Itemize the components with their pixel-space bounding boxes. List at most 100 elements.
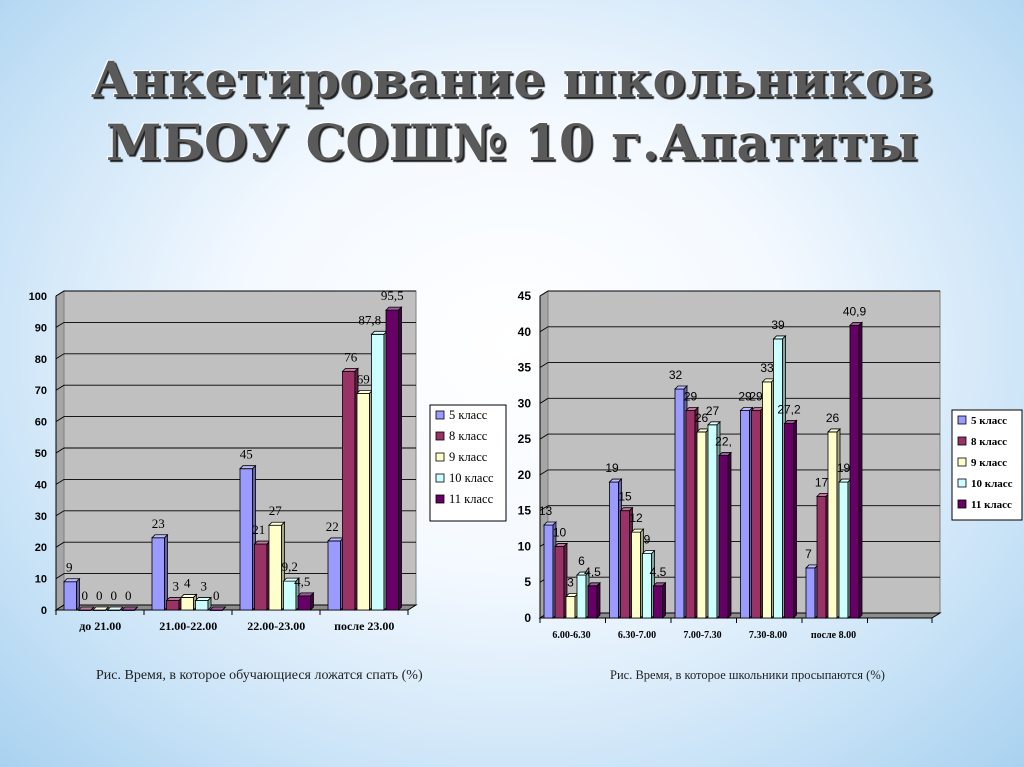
gridline — [539, 362, 940, 368]
bar — [619, 506, 634, 619]
data-label: 15 — [618, 490, 632, 504]
data-label: 0 — [111, 588, 118, 603]
data-label: 87,8 — [358, 312, 381, 327]
legend-entry: 10 класс — [971, 478, 1013, 490]
bedtime-chart-caption: Рис. Время, в которое обучающиеся ложатс… — [96, 668, 423, 683]
bar-top — [370, 330, 388, 335]
bar-side — [836, 427, 841, 619]
bar-front — [63, 581, 77, 611]
bar-side — [825, 492, 830, 619]
bar-front — [554, 546, 565, 619]
bar-top — [630, 528, 645, 533]
bar-top — [849, 321, 863, 326]
data-label: 45 — [240, 447, 253, 462]
bar — [641, 549, 656, 619]
gridline — [55, 447, 416, 454]
bar — [608, 478, 623, 619]
bar-front — [784, 422, 794, 619]
legend-swatch — [957, 415, 967, 425]
plot-floor — [538, 612, 942, 619]
bar-front — [180, 597, 194, 611]
bar-side — [716, 420, 721, 619]
bar-top — [707, 421, 721, 426]
data-label: 0 — [213, 588, 220, 603]
bar-front — [151, 537, 165, 611]
data-label: 23 — [152, 516, 165, 531]
bar-side — [563, 542, 568, 619]
y-tick-label: 40 — [518, 325, 532, 339]
x-category-label: 7.00-7.30 — [683, 630, 721, 641]
data-label: 26 — [826, 411, 840, 425]
bar — [783, 419, 798, 619]
bar-top — [121, 606, 139, 611]
plot-side-wall — [55, 290, 65, 611]
x-category-label: 21.00-22.00 — [159, 619, 217, 633]
bar-front — [631, 531, 641, 619]
plot-area — [55, 290, 417, 611]
y-tick-label: 90 — [35, 322, 47, 334]
data-label: 32 — [669, 368, 683, 382]
bar-front — [674, 388, 685, 619]
bar — [750, 406, 765, 619]
bar-side — [651, 549, 655, 619]
bar — [77, 606, 95, 611]
bar-front — [121, 609, 135, 611]
legend: 5 класс 8 класс 9 класс 10 класс 11 класс — [951, 409, 1023, 521]
legend-swatch — [435, 494, 445, 504]
bar-side — [193, 593, 197, 611]
bar-top — [641, 550, 656, 554]
bar — [587, 581, 601, 619]
bar-front — [740, 410, 750, 619]
legend-swatch — [957, 478, 967, 488]
gridline — [539, 433, 940, 440]
bar — [165, 596, 183, 611]
data-label: 26 — [695, 411, 709, 425]
bar — [674, 385, 688, 619]
bar — [282, 577, 300, 611]
bar — [761, 377, 776, 619]
legend-swatch — [435, 410, 445, 420]
data-label: 4,5 — [294, 574, 310, 589]
bar-side — [222, 606, 226, 611]
bar — [630, 528, 645, 619]
legend-box — [429, 404, 507, 522]
data-label: 29 — [738, 389, 752, 403]
bar-side — [119, 606, 124, 611]
data-label: 9,2 — [282, 559, 298, 574]
legend-entry: 5 класс — [449, 408, 488, 422]
data-label: 13 — [539, 504, 553, 518]
bar — [554, 542, 568, 619]
y-tick-label: 5 — [524, 575, 531, 589]
gridline — [55, 541, 416, 548]
bar-front — [565, 596, 576, 619]
bar-front — [107, 609, 121, 611]
bar — [327, 536, 345, 611]
x-category-label: 7.30-8.00 — [749, 630, 787, 641]
x-category-label: до 21.00 — [79, 619, 121, 633]
bar — [253, 540, 271, 611]
data-label: 4,5 — [584, 565, 601, 579]
bar-front — [620, 510, 630, 619]
plot-area — [539, 290, 941, 619]
bar — [576, 571, 590, 619]
bar — [268, 521, 286, 611]
bar-front — [587, 585, 598, 619]
data-label: 3 — [201, 579, 208, 594]
bar-front — [209, 609, 223, 611]
legend-entry: 10 класс — [449, 471, 494, 485]
bar-top — [385, 306, 403, 311]
bar-side — [771, 377, 775, 619]
bar-top — [554, 543, 568, 547]
bar-top — [674, 385, 688, 390]
y-tick-label: 10 — [518, 539, 532, 553]
bar — [685, 406, 699, 619]
bar-front — [576, 574, 587, 619]
chart-wakeup-group: 0 5 10 15 20 25 30 35 40 45 6.00-6.30 6.30-7.00 7.00… — [518, 289, 1023, 641]
bar-top — [816, 492, 830, 497]
bar-front — [78, 609, 92, 611]
legend-swatch — [435, 431, 445, 441]
bar — [239, 464, 257, 611]
y-tick-label: 50 — [35, 448, 47, 460]
bar — [63, 577, 81, 611]
gridline — [539, 469, 940, 476]
